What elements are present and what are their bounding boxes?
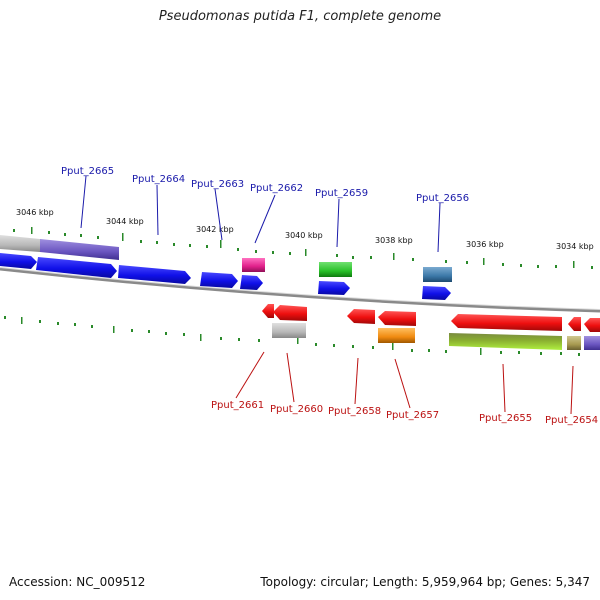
cds-arrow-forward xyxy=(36,257,117,278)
gene-feature-lime xyxy=(449,333,562,350)
scale-ticks xyxy=(13,227,593,269)
gene-label-forward[interactable]: Pput_2662 xyxy=(250,183,303,194)
reverse-cds-row xyxy=(262,304,600,332)
cds-arrow-forward xyxy=(318,281,350,295)
gene-label-reverse[interactable]: Pput_2661 xyxy=(211,400,264,411)
gene-feature-purple xyxy=(584,336,600,350)
scale-label: 3046 kbp xyxy=(16,208,54,217)
gene-label-reverse[interactable]: Pput_2657 xyxy=(386,410,439,421)
gene-feature-pink xyxy=(242,258,265,272)
gene-label-forward[interactable]: Pput_2665 xyxy=(61,166,114,177)
gene-label-forward[interactable]: Pput_2663 xyxy=(191,179,244,190)
gene-label-forward[interactable]: Pput_2664 xyxy=(132,174,185,185)
gene-feature-orange xyxy=(378,328,415,343)
gene-label-reverse[interactable]: Pput_2658 xyxy=(328,406,381,417)
scale-labels: 3046 kbp 3044 kbp 3042 kbp 3040 kbp 3038… xyxy=(16,208,594,251)
genome-backbone-highlight xyxy=(0,267,600,310)
cds-arrow-reverse xyxy=(273,305,307,321)
forward-gene-labels: Pput_2665 Pput_2664 Pput_2663 Pput_2662 … xyxy=(61,166,469,204)
scale-label: 3034 kbp xyxy=(556,242,594,251)
cds-arrow-reverse xyxy=(262,304,274,318)
gene-label-reverse[interactable]: Pput_2654 xyxy=(545,415,598,426)
cds-arrow-forward xyxy=(200,272,238,288)
cds-arrow-forward xyxy=(118,265,191,284)
cds-arrow-reverse xyxy=(584,318,600,332)
gene-feature-grey xyxy=(0,235,40,252)
gene-feature-purple xyxy=(40,239,119,260)
cds-arrow-forward xyxy=(422,286,451,300)
gene-feature-olive xyxy=(567,336,581,350)
reverse-leader-lines xyxy=(235,351,574,415)
scale-label: 3038 kbp xyxy=(375,236,413,245)
reverse-gene-labels: Pput_2661 Pput_2660 Pput_2658 Pput_2657 … xyxy=(211,400,598,426)
accession-text: Accession: NC_009512 xyxy=(9,575,146,589)
cds-arrow-forward xyxy=(240,275,263,290)
cds-arrow-reverse xyxy=(378,311,416,326)
gene-feature-grey xyxy=(272,323,306,338)
cds-arrow-reverse xyxy=(568,317,581,331)
genome-backbone xyxy=(0,267,600,313)
topology-summary-text: Topology: circular; Length: 5,959,964 bp… xyxy=(260,575,590,589)
forward-feature-row-top xyxy=(0,235,452,282)
map-title: Pseudomonas putida F1, complete genome xyxy=(158,9,442,24)
scale-label: 3040 kbp xyxy=(285,231,323,240)
gene-feature-steel xyxy=(423,267,452,282)
reverse-strand-ticks xyxy=(4,316,580,356)
forward-cds-row xyxy=(0,253,451,300)
cds-arrow-reverse xyxy=(451,314,562,331)
scale-label: 3042 kbp xyxy=(196,225,234,234)
cds-arrow-reverse xyxy=(347,309,375,324)
forward-leader-lines xyxy=(80,175,441,253)
reverse-feature-row-bottom xyxy=(272,323,600,350)
gene-label-forward[interactable]: Pput_2659 xyxy=(315,188,368,199)
gene-feature-green xyxy=(319,262,352,277)
scale-label: 3036 kbp xyxy=(466,240,504,249)
gene-label-forward[interactable]: Pput_2656 xyxy=(416,193,469,204)
scale-label: 3044 kbp xyxy=(106,217,144,226)
gene-label-reverse[interactable]: Pput_2655 xyxy=(479,413,532,424)
gene-label-reverse[interactable]: Pput_2660 xyxy=(270,404,323,415)
cds-arrow-forward xyxy=(0,253,37,269)
